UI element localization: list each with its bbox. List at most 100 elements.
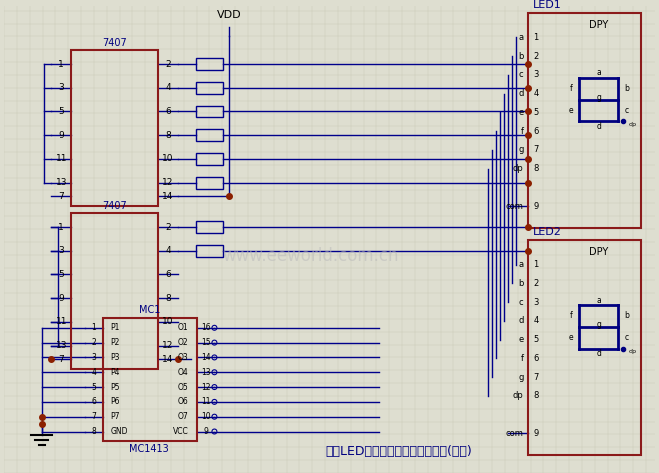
Text: 4: 4 [534, 316, 538, 325]
Text: 6: 6 [165, 270, 171, 279]
Text: VCC: VCC [173, 427, 188, 436]
Text: c: c [624, 333, 629, 342]
Text: 12: 12 [162, 178, 174, 187]
Text: b: b [518, 279, 524, 288]
Text: 4: 4 [534, 89, 538, 98]
Text: com: com [505, 429, 524, 438]
Text: d: d [518, 316, 524, 325]
Text: 11: 11 [55, 154, 67, 163]
Text: 5: 5 [92, 383, 96, 392]
Text: 10: 10 [162, 154, 174, 163]
Text: 2: 2 [165, 222, 171, 232]
Text: 6: 6 [534, 354, 539, 363]
Bar [528, 13, 641, 228]
Text: P7: P7 [111, 412, 120, 421]
Text: P4: P4 [111, 368, 120, 377]
Text: 2: 2 [165, 60, 171, 69]
Text: 7: 7 [59, 192, 64, 201]
Bar [528, 240, 641, 455]
Text: g: g [596, 93, 601, 102]
Bar [196, 129, 223, 141]
Text: 11: 11 [55, 317, 67, 326]
Text: 7: 7 [534, 373, 539, 382]
Text: 3: 3 [534, 298, 539, 307]
Text: 9: 9 [534, 202, 538, 211]
Text: 1: 1 [59, 222, 64, 232]
Text: 4: 4 [165, 83, 171, 92]
Text: P5: P5 [111, 383, 120, 392]
Text: dp: dp [628, 122, 636, 127]
Text: 9: 9 [59, 294, 64, 303]
Text: 1: 1 [59, 60, 64, 69]
Text: 6: 6 [92, 397, 96, 406]
Text: com: com [505, 202, 524, 211]
Text: b: b [624, 311, 629, 320]
Text: dp: dp [513, 392, 524, 401]
Text: g: g [518, 373, 524, 382]
Text: c: c [624, 106, 629, 115]
Text: c: c [519, 70, 524, 79]
Text: P3: P3 [111, 353, 120, 362]
Text: www.eeworld.com.cn: www.eeworld.com.cn [222, 247, 399, 265]
Text: O5: O5 [178, 383, 188, 392]
Text: DPY: DPY [589, 19, 608, 29]
Bar [196, 58, 223, 70]
Text: GND: GND [111, 427, 129, 436]
Text: 9: 9 [203, 427, 208, 436]
Text: a: a [596, 296, 601, 305]
Text: 1: 1 [534, 260, 538, 269]
Bar [71, 50, 158, 206]
Text: 2: 2 [534, 52, 538, 61]
Text: 7407: 7407 [102, 201, 127, 211]
Text: 5: 5 [534, 335, 538, 344]
Text: O4: O4 [178, 368, 188, 377]
Text: 14: 14 [162, 355, 174, 364]
Text: 6: 6 [534, 127, 539, 136]
Text: 2: 2 [92, 338, 96, 347]
Text: a: a [519, 260, 524, 269]
Text: 7: 7 [534, 146, 539, 155]
Text: 7407: 7407 [102, 38, 127, 48]
Text: e: e [519, 108, 524, 117]
Text: g: g [596, 320, 601, 329]
Bar [196, 221, 223, 233]
Text: 5: 5 [59, 107, 64, 116]
Text: e: e [569, 106, 573, 115]
Text: a: a [519, 33, 524, 42]
Text: dp: dp [513, 164, 524, 173]
Bar [196, 153, 223, 165]
Text: b: b [518, 52, 524, 61]
Text: d: d [596, 349, 601, 358]
Bar [196, 245, 223, 257]
Text: 8: 8 [165, 131, 171, 140]
Text: 3: 3 [92, 353, 96, 362]
Text: d: d [518, 89, 524, 98]
Text: 4: 4 [92, 368, 96, 377]
Text: 3: 3 [59, 83, 64, 92]
Text: 8: 8 [534, 392, 539, 401]
Text: 3: 3 [59, 246, 64, 255]
Text: 13: 13 [55, 341, 67, 350]
Text: O1: O1 [178, 323, 188, 333]
Text: 并行LED数码管动态扫描显示电路(共阴): 并行LED数码管动态扫描显示电路(共阴) [326, 445, 473, 458]
Text: LED2: LED2 [533, 227, 561, 237]
Bar [196, 176, 223, 189]
Text: 12: 12 [162, 341, 174, 350]
Text: a: a [596, 69, 601, 78]
Text: O2: O2 [178, 338, 188, 347]
Text: 7: 7 [59, 355, 64, 364]
Text: 7: 7 [92, 412, 96, 421]
Text: 12: 12 [201, 383, 210, 392]
Text: DPY: DPY [589, 247, 608, 257]
Text: 8: 8 [92, 427, 96, 436]
Text: 1: 1 [534, 33, 538, 42]
Text: 5: 5 [59, 270, 64, 279]
Text: P1: P1 [111, 323, 120, 333]
Bar [103, 318, 196, 441]
Text: O6: O6 [178, 397, 188, 406]
Text: 15: 15 [201, 338, 210, 347]
Text: g: g [518, 146, 524, 155]
Text: e: e [519, 335, 524, 344]
Text: VDD: VDD [217, 9, 242, 20]
Text: 1: 1 [92, 323, 96, 333]
